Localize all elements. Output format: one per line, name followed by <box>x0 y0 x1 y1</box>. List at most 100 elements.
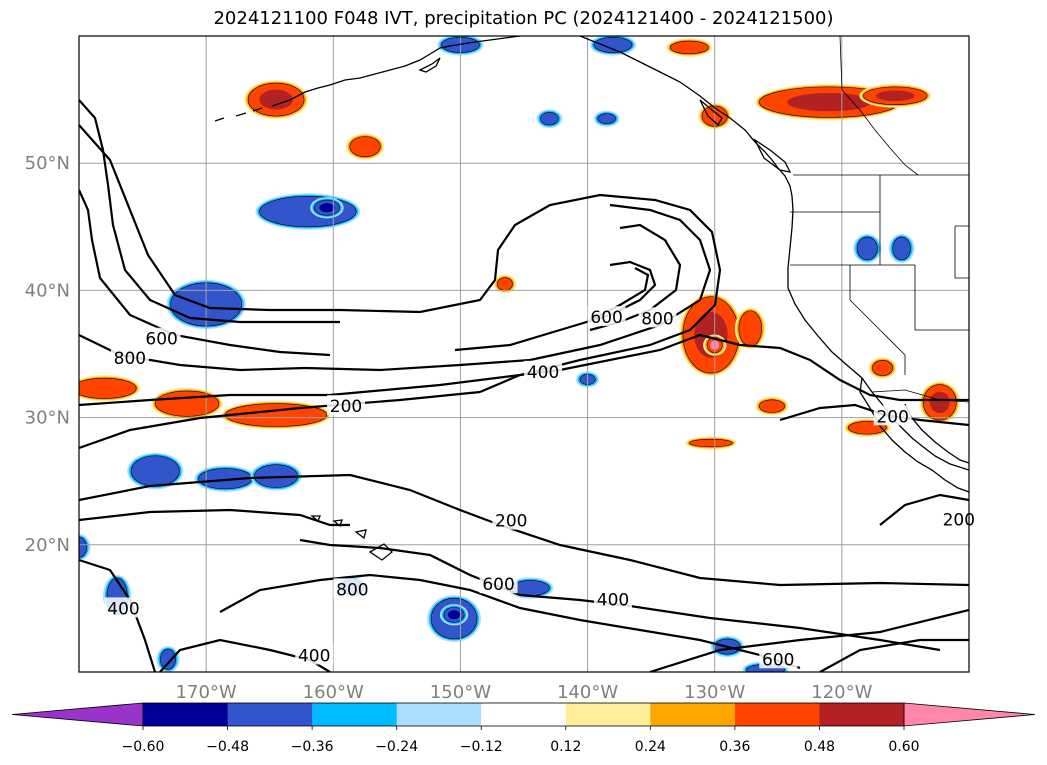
lat-tick-label: 20°N <box>25 535 70 556</box>
contour-label-text: 600 <box>590 308 622 328</box>
precip-anomaly <box>589 36 637 56</box>
precip-anomaly <box>127 452 184 490</box>
ivt-contour-200-loop <box>339 193 722 394</box>
colorbar-segment <box>650 703 736 726</box>
contour-label: 800 <box>110 346 149 369</box>
aleutian-island-3 <box>214 117 225 122</box>
hawaii-big-island <box>368 543 393 561</box>
lat-tick-label: 50°N <box>25 153 70 174</box>
contour-label: 200 <box>873 405 912 427</box>
contour-label-text: 600 <box>762 650 794 670</box>
contour-label-text: 400 <box>107 599 139 619</box>
precip-core <box>597 113 616 125</box>
precip-anomaly <box>868 357 897 379</box>
colorbar-segment <box>396 703 482 726</box>
hawaii-maui <box>354 529 367 540</box>
contour-label-text: 200 <box>330 397 362 417</box>
contour-label-text: 600 <box>145 330 177 350</box>
contour-label: 400 <box>295 644 334 666</box>
state-border-mt <box>954 225 969 279</box>
lon-tick-label: 140°W <box>557 682 618 703</box>
precip-anomaly <box>888 233 915 263</box>
plot-frame <box>78 35 970 673</box>
contour-label: 600 <box>587 306 626 328</box>
precip-anomaly <box>919 381 961 424</box>
lat-tick-label: 40°N <box>25 280 70 301</box>
precip-anomaly <box>734 307 766 350</box>
lat-tick-label: 30°N <box>25 408 70 429</box>
colorbar-tick-label: 0.48 <box>804 739 835 755</box>
precip-anomaly <box>853 233 882 263</box>
colorbar-segment <box>143 703 229 726</box>
colorbar-tick-label: 0.24 <box>635 739 666 755</box>
precip-peak <box>929 391 950 414</box>
precip-anomaly <box>194 465 256 492</box>
map-title: 2024121100 F048 IVT, precipitation PC (2… <box>213 8 834 29</box>
alaska-peninsula-coast <box>271 36 521 107</box>
precip-peak <box>259 89 293 110</box>
ivt-contour-400-trade <box>79 508 350 527</box>
precip-anomaly <box>151 387 223 420</box>
precip-core <box>892 236 911 261</box>
alaska-panhandle-coast <box>579 36 794 211</box>
precip-core <box>79 377 137 399</box>
us-west-coast <box>787 209 969 471</box>
colorbar-segment <box>312 703 398 726</box>
ivt-contour-800-trade <box>219 573 801 670</box>
colorbar-tick-label: 0.60 <box>888 739 919 755</box>
precip-anomaly <box>439 604 469 626</box>
colorbar-segment <box>819 703 905 726</box>
precip-core <box>540 112 559 126</box>
precip-core <box>856 236 878 261</box>
alaska-canada-border <box>839 36 919 176</box>
borders <box>790 36 969 403</box>
lon-tick-label: 120°W <box>811 682 872 703</box>
ivt-contour-600-bottom <box>649 608 969 672</box>
precip-peak <box>319 203 335 213</box>
contour-label: 800 <box>638 307 677 329</box>
ivt-contour-600-west <box>79 189 331 357</box>
colorbar-frame <box>142 702 905 727</box>
vancouver-island <box>753 138 792 173</box>
precip-core <box>593 36 633 53</box>
colorbar-segment <box>481 703 567 726</box>
precip-anomaly <box>244 80 309 120</box>
precip-peak <box>876 90 915 102</box>
state-border-nv-ut <box>914 265 969 331</box>
precip-peak <box>787 92 872 112</box>
colorbar-tick-label: 0.36 <box>719 739 750 755</box>
precip-anomaly <box>156 646 180 672</box>
colorbar-extend-low <box>11 702 144 727</box>
graticule <box>79 36 969 672</box>
lon-tick-label: 170°W <box>176 682 237 703</box>
ivt-contour-400-main <box>304 203 712 372</box>
contour-label-text: 600 <box>482 575 514 595</box>
contour-label: 400 <box>524 360 563 383</box>
contour-label: 600 <box>142 327 181 350</box>
contour-label: 200 <box>492 509 531 532</box>
ivt-contour-800-west <box>79 99 340 324</box>
hawaii-oahu <box>332 519 343 528</box>
precip-core <box>130 455 180 487</box>
colorbar-tick-label: −0.48 <box>206 739 249 755</box>
contour-label-text: 200 <box>943 510 975 530</box>
hawaii-kauai <box>310 515 321 523</box>
precip-anomaly <box>678 293 743 377</box>
colorbar-tick-label: −0.60 <box>122 739 165 755</box>
colorbar-segment <box>227 703 313 726</box>
lon-tick-label: 160°W <box>303 682 364 703</box>
precip-anomaly <box>493 274 517 294</box>
colorbar-tick-label: −0.36 <box>291 739 334 755</box>
precip-anomaly <box>755 396 789 416</box>
ivt-contour-200-bottom <box>819 638 969 672</box>
precip-anomaly <box>255 193 361 230</box>
precip-anomaly <box>250 461 302 491</box>
contour-label-text: 800 <box>114 349 146 369</box>
ivt-contour-400-west <box>79 334 306 372</box>
ivt-contour-200-south <box>879 493 969 526</box>
precip-anomaly <box>536 109 563 129</box>
precip-core <box>872 360 894 376</box>
contour-label-text: 800 <box>336 580 368 600</box>
